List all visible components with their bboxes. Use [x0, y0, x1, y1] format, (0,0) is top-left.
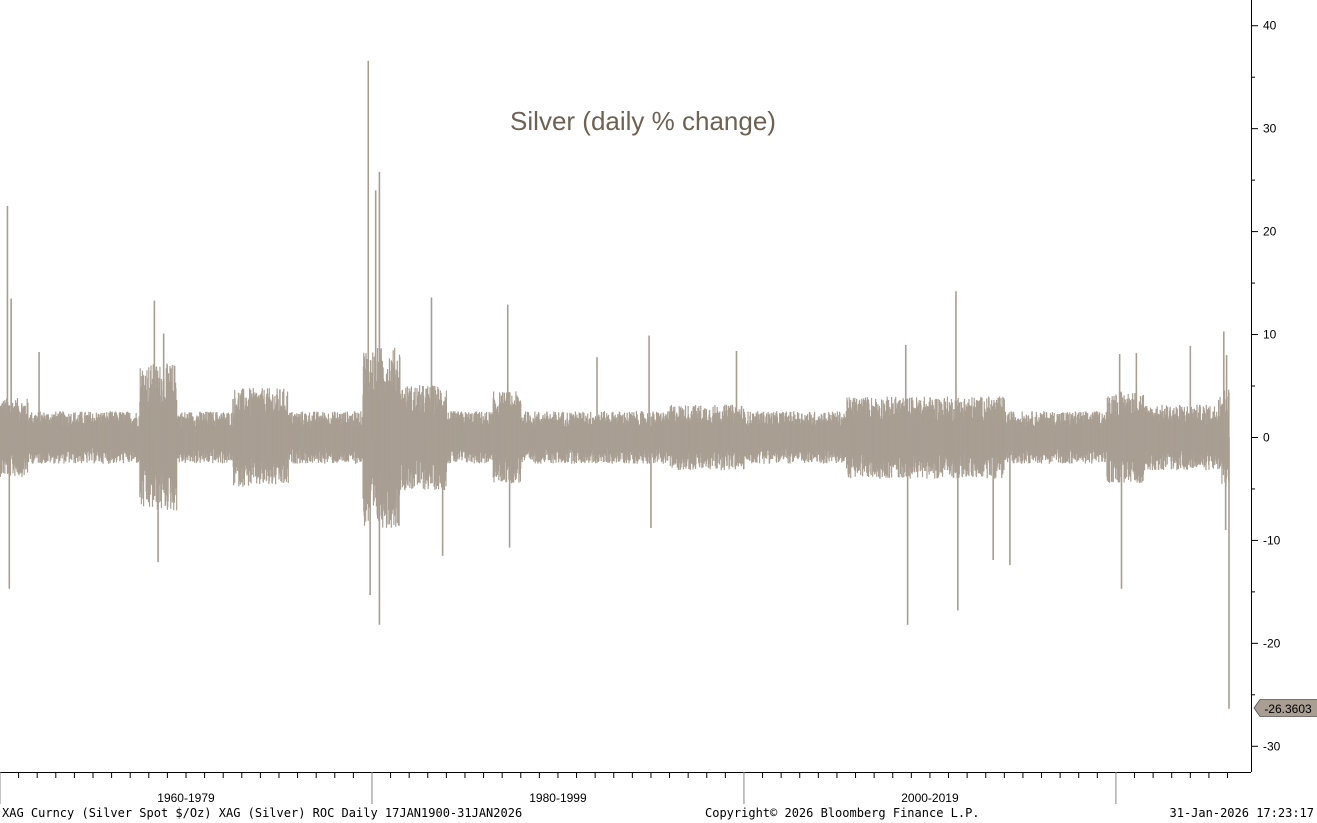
- x-axis: 1960-1979 1980-1999 2000-2019: [0, 772, 1229, 805]
- x-period-label: 2000-2019: [901, 791, 959, 805]
- footer-timestamp: 31-Jan-2026 17:23:17: [1169, 806, 1315, 820]
- y-tick-label: 40: [1263, 19, 1277, 33]
- y-tick-label: -10: [1263, 533, 1281, 547]
- x-period-label: 1960-1979: [157, 791, 215, 805]
- y-tick-label: 20: [1263, 225, 1277, 239]
- y-axis: -30 -20 -10 0 10 20 30 40: [1251, 19, 1281, 753]
- footer-copyright: Copyright© 2026 Bloomberg Finance L.P.: [705, 806, 980, 820]
- footer-security-description: XAG Curncy (Silver Spot $/Oz) XAG (Silve…: [2, 806, 523, 820]
- last-value-label: -26.3603: [1264, 702, 1312, 716]
- y-tick-label: 30: [1263, 122, 1277, 136]
- y-tick-label: -20: [1263, 636, 1281, 650]
- y-tick-label: 10: [1263, 328, 1277, 342]
- data-series: [0, 60, 1230, 709]
- x-period-label: 1980-1999: [529, 791, 587, 805]
- y-tick-label: -30: [1263, 739, 1281, 753]
- y-tick-label: 0: [1263, 430, 1270, 444]
- chart-title: Silver (daily % change): [510, 106, 776, 136]
- last-value-badge: -26.3603: [1253, 699, 1317, 717]
